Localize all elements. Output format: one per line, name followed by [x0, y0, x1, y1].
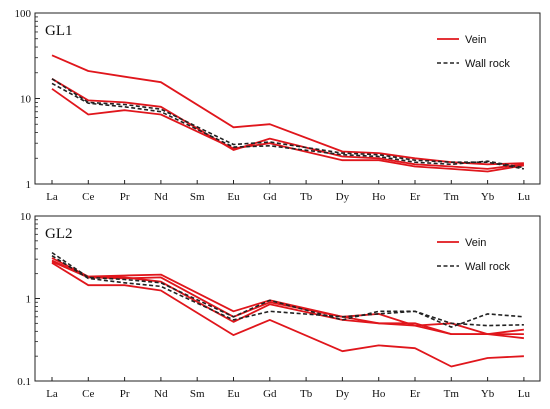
- x-tick-label: Gd: [263, 191, 277, 203]
- wall-rock-series-line-5: [51, 251, 524, 328]
- vein-series-line-1: [51, 54, 524, 166]
- x-tick-label: Yb: [481, 388, 495, 400]
- x-tick-label: Tb: [300, 388, 313, 400]
- x-tick-label: Eu: [227, 191, 240, 203]
- vein-series-line-3: [51, 260, 525, 340]
- x-tick-label: Nd: [154, 388, 168, 400]
- x-tick-label: Tb: [300, 191, 313, 203]
- y-tick-label: 1: [26, 294, 32, 306]
- x-tick-label: Pr: [120, 388, 130, 400]
- chart-panel-gl2: 0.1 1 10 La Ce Pr Nd Sm Eu Gd Tb Dy Ho Er Tm Yb Lu GL2 Vei…: [17, 211, 541, 400]
- panel-title: GL2: [45, 226, 73, 242]
- x-tick-label: Eu: [227, 388, 240, 400]
- y-tick-label: 1: [26, 179, 32, 191]
- x-tick-label: Lu: [518, 388, 531, 400]
- x-tick-label: Tm: [444, 388, 460, 400]
- y-tick-label: 0.1: [17, 376, 31, 388]
- x-tick-label: Ce: [82, 191, 94, 203]
- legend-label: Wall rock: [465, 58, 510, 70]
- y-tick-label: 10: [20, 94, 32, 106]
- x-tick-label: Sm: [190, 388, 205, 400]
- y-tick-label: 100: [15, 8, 32, 20]
- wall-rock-series-line-6: [51, 255, 524, 327]
- chart-panel-gl1: 1 10 100 La Ce Pr Nd Sm Eu Gd Tb Dy Ho Er Tm Yb Lu GL1 Vei…: [15, 8, 541, 203]
- x-tick-label: Sm: [190, 191, 205, 203]
- x-tick-label: Lu: [518, 191, 531, 203]
- x-tick-label: Ho: [372, 191, 386, 203]
- x-tick-label: Er: [410, 388, 421, 400]
- x-tick-label: Ho: [372, 388, 386, 400]
- wall-rock-series-line-4: [51, 78, 525, 170]
- legend-label: Vein: [465, 34, 486, 46]
- vein-series-line-2: [51, 78, 525, 170]
- x-tick-label: Tm: [444, 191, 460, 203]
- x-tick-label: Nd: [154, 191, 168, 203]
- x-tick-label: Dy: [336, 388, 350, 400]
- vein-series-line-4: [51, 262, 524, 368]
- legend-label: Wall rock: [465, 261, 510, 273]
- x-tick-label: Yb: [481, 191, 495, 203]
- legend-label: Vein: [465, 237, 486, 249]
- vein-series-line-3: [51, 88, 525, 173]
- x-tick-label: Pr: [120, 191, 130, 203]
- x-tick-label: Gd: [263, 388, 277, 400]
- x-tick-label: Dy: [336, 191, 350, 203]
- x-tick-label: La: [46, 191, 58, 203]
- x-tick-label: Ce: [82, 388, 94, 400]
- wall-rock-series-line-5: [51, 82, 525, 169]
- panel-title: GL1: [45, 23, 73, 39]
- x-tick-label: La: [46, 388, 58, 400]
- x-tick-label: Er: [410, 191, 421, 203]
- y-tick-label: 10: [20, 211, 32, 223]
